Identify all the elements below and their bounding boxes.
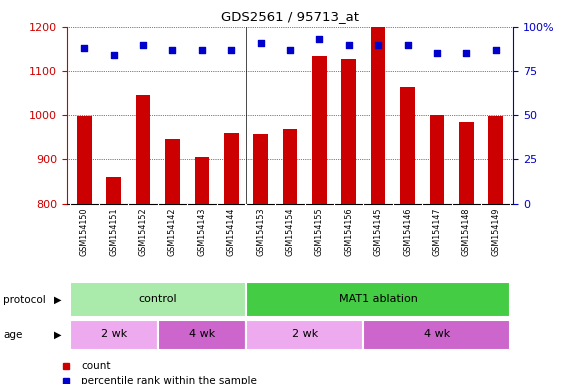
Title: GDS2561 / 95713_at: GDS2561 / 95713_at: [221, 10, 359, 23]
Point: [315, 36, 324, 42]
Bar: [253, 134, 268, 204]
Text: GSM154147: GSM154147: [433, 207, 441, 256]
Bar: [488, 116, 503, 204]
Point: [344, 41, 353, 48]
Text: ▶: ▶: [54, 295, 61, 305]
Bar: [459, 122, 474, 204]
Bar: [70, 282, 246, 317]
Text: GSM154149: GSM154149: [491, 207, 500, 256]
Text: protocol: protocol: [3, 295, 46, 305]
Text: GSM154143: GSM154143: [197, 207, 206, 256]
Point: [256, 40, 265, 46]
Text: GSM154154: GSM154154: [285, 207, 295, 256]
Text: count: count: [81, 361, 111, 371]
Bar: [342, 59, 356, 204]
Text: GSM154155: GSM154155: [315, 207, 324, 256]
Point: [491, 47, 501, 53]
Bar: [194, 157, 209, 204]
Text: GSM154142: GSM154142: [168, 207, 177, 256]
Text: 4 wk: 4 wk: [424, 329, 450, 339]
Point: [374, 41, 383, 48]
Text: GSM154150: GSM154150: [80, 207, 89, 256]
Text: GSM154148: GSM154148: [462, 207, 471, 256]
Text: GSM154156: GSM154156: [345, 207, 353, 256]
Point: [197, 47, 206, 53]
Bar: [136, 95, 150, 204]
Point: [139, 41, 148, 48]
Text: 4 wk: 4 wk: [188, 329, 215, 339]
Bar: [430, 115, 444, 204]
Point: [432, 50, 441, 56]
Point: [227, 47, 236, 53]
Point: [109, 52, 118, 58]
Bar: [312, 56, 327, 204]
Text: MAT1 ablation: MAT1 ablation: [339, 294, 418, 304]
Bar: [70, 320, 158, 350]
Point: [403, 41, 412, 48]
Bar: [364, 320, 510, 350]
Point: [285, 47, 295, 53]
Bar: [371, 27, 386, 204]
Text: GSM154145: GSM154145: [374, 207, 383, 256]
Text: 2 wk: 2 wk: [100, 329, 127, 339]
Bar: [224, 133, 238, 204]
Text: GSM154152: GSM154152: [139, 207, 147, 256]
Bar: [246, 282, 510, 317]
Bar: [246, 320, 364, 350]
Text: control: control: [139, 294, 177, 304]
Text: percentile rank within the sample: percentile rank within the sample: [81, 376, 257, 384]
Text: 2 wk: 2 wk: [292, 329, 318, 339]
Text: GSM154146: GSM154146: [403, 207, 412, 256]
Text: age: age: [3, 330, 22, 340]
Text: GSM154153: GSM154153: [256, 207, 265, 256]
Text: ▶: ▶: [54, 330, 61, 340]
Point: [462, 50, 471, 56]
Point: [168, 47, 177, 53]
Text: GSM154151: GSM154151: [109, 207, 118, 256]
Point: [79, 45, 89, 51]
Bar: [282, 129, 298, 204]
Bar: [77, 116, 92, 204]
Text: GSM154144: GSM154144: [227, 207, 235, 256]
Bar: [165, 139, 180, 204]
Bar: [106, 177, 121, 204]
Bar: [158, 320, 246, 350]
Bar: [400, 88, 415, 204]
